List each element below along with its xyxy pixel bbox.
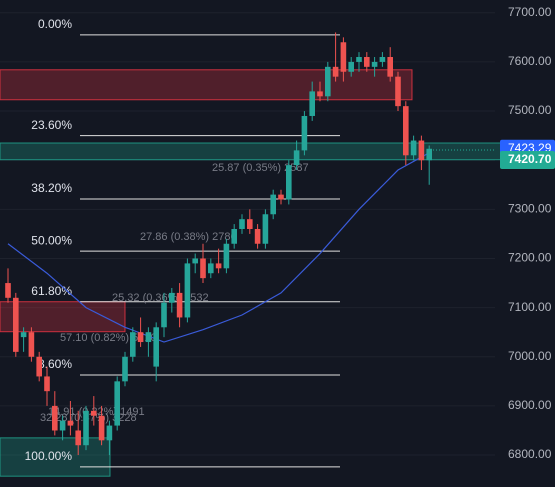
- candle-body: [278, 194, 284, 200]
- candle-body: [114, 381, 120, 426]
- candle-body: [52, 405, 58, 431]
- candle-body: [200, 258, 206, 279]
- candle-body: [364, 57, 370, 67]
- candle-body: [348, 61, 354, 72]
- candle-body: [192, 258, 198, 264]
- candle-body: [426, 148, 432, 161]
- fib-label: 38.20%: [31, 181, 72, 195]
- candle-body: [5, 283, 11, 298]
- y-tick-label: 6900.00: [508, 398, 552, 412]
- candle-body: [309, 91, 315, 116]
- fib-label: 23.60%: [31, 118, 72, 132]
- candle-body: [247, 219, 253, 230]
- candle-body: [301, 115, 308, 151]
- candle-body: [239, 219, 245, 230]
- candle-body: [254, 229, 261, 244]
- candle-body: [231, 229, 237, 244]
- candle-body: [13, 297, 19, 352]
- y-tick-label: 7100.00: [508, 300, 552, 314]
- candle-body: [153, 327, 159, 367]
- zone: [0, 69, 413, 101]
- candle-body: [293, 150, 300, 166]
- fib-label: 50.00%: [31, 233, 72, 247]
- candle-body: [28, 332, 35, 357]
- candle-body: [44, 376, 50, 392]
- candle-body: [379, 57, 386, 62]
- candle-body: [317, 91, 323, 97]
- candle-body: [340, 42, 347, 72]
- y-tick-label: 7000.00: [508, 349, 552, 363]
- line-price-box: [500, 151, 555, 170]
- candle-body: [75, 430, 81, 446]
- candle-body: [332, 66, 339, 77]
- candle-body: [83, 410, 89, 446]
- y-tick-label: 7200.00: [508, 251, 552, 265]
- line-price-label: 7420.70: [508, 152, 552, 166]
- candle-body: [395, 76, 401, 107]
- y-tick-label: 6800.00: [508, 447, 552, 461]
- candle-body: [161, 302, 167, 328]
- candle-body: [262, 214, 269, 244]
- fib-label: 61.80%: [31, 284, 72, 298]
- zone: [0, 301, 126, 333]
- candle-body: [325, 66, 331, 97]
- candle-body: [59, 420, 66, 431]
- y-tick-label: 7300.00: [508, 202, 552, 216]
- candle-body: [215, 263, 222, 269]
- candle-body: [286, 165, 292, 200]
- annotation: 25.32 (0.36%) 2532: [112, 292, 209, 304]
- candle-body: [403, 106, 409, 156]
- candle-body: [130, 332, 136, 357]
- candle-body: [371, 61, 378, 67]
- candle-body: [137, 332, 144, 343]
- annotation: 27.86 (0.38%) 2786: [140, 231, 237, 243]
- candle-body: [270, 194, 276, 215]
- y-tick-label: 7500.00: [508, 103, 552, 117]
- candle-body: [410, 140, 417, 156]
- candle-body: [418, 140, 425, 161]
- y-tick-label: 7600.00: [508, 54, 552, 68]
- candle-body: [208, 263, 214, 274]
- candle-body: [122, 356, 128, 382]
- candle-body: [169, 292, 175, 303]
- fib-label: 0.00%: [38, 17, 72, 31]
- candle-body: [91, 410, 97, 416]
- fib-label: 100.00%: [25, 449, 73, 463]
- zone: [0, 437, 111, 477]
- candle-body: [36, 356, 42, 377]
- annotation: 25.87 (0.35%) 2587: [212, 162, 309, 174]
- candle-body: [184, 263, 191, 318]
- candle-body: [223, 243, 230, 269]
- moving-average: [7, 152, 430, 343]
- candle-body: [98, 415, 105, 441]
- y-tick-label: 7700.00: [508, 5, 552, 19]
- candle-body: [20, 332, 27, 338]
- candle-body: [67, 420, 74, 426]
- candle-body: [106, 425, 113, 441]
- candle-body: [356, 57, 362, 62]
- fib-label: 8.60%: [38, 357, 72, 371]
- candle-body: [387, 57, 393, 77]
- candle-body: [176, 292, 183, 318]
- candle-body: [145, 332, 152, 343]
